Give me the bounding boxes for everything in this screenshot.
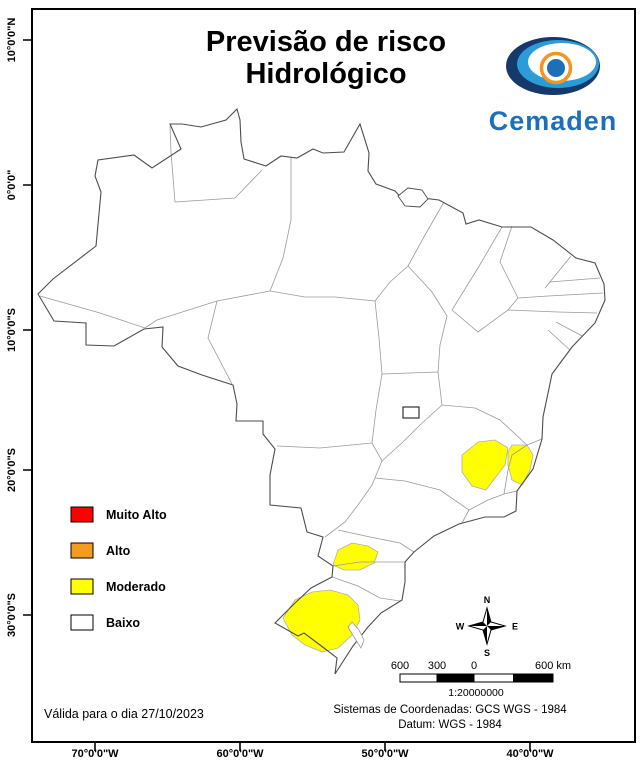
validity-date: Válida para o dia 27/10/2023 (44, 707, 204, 721)
legend-item-baixo: Baixo (70, 614, 167, 631)
moderate-risk-regions (282, 439, 534, 653)
scale-ratio: 1:20000000 (448, 687, 504, 699)
legend-item-muito-alto: Muito Alto (70, 506, 167, 523)
state-borders (39, 125, 604, 602)
risk-legend: Muito Alto Alto Moderado Baixo (70, 506, 167, 650)
page-title-line1: Previsão de risco (205, 26, 447, 58)
coordinate-system-line: Sistemas de Coordenadas: GCS WGS - 1984 (333, 704, 567, 716)
compass-south-label: S (484, 648, 490, 658)
page-title-line2: Hidrológico (245, 58, 407, 91)
distrito-federal-box (402, 406, 420, 419)
cemaden-eye-icon (506, 37, 600, 95)
compass-east-label: E (512, 622, 518, 632)
legend-item-alto: Alto (70, 542, 167, 559)
moderate-region-espirito-santo (507, 444, 534, 486)
legend-swatch-baixo-icon (70, 614, 94, 631)
brazil-landmass (38, 109, 605, 674)
scale-label-600-left: 600 (390, 660, 410, 672)
cemaden-wordmark: Cemaden (488, 106, 618, 136)
legend-label-baixo: Baixo (106, 615, 141, 630)
marajo-island (397, 187, 429, 208)
page-title: Previsão de risco Hidrológico (116, 26, 536, 91)
scale-label-600-km: 600 km (534, 660, 572, 672)
moderate-region-rio-grande-do-sul (282, 589, 361, 653)
compass-rose-icon: N S W E (456, 595, 518, 658)
patos-lagoon (347, 621, 365, 649)
map-frame (31, 8, 636, 743)
axis-ticks (23, 39, 531, 751)
scale-label-300: 300 (427, 660, 447, 672)
cemaden-logo: Cemaden (477, 30, 629, 137)
legend-swatch-alto-icon (70, 542, 94, 559)
legend-swatch-moderado-icon (70, 578, 94, 595)
moderate-region-east-minas (461, 439, 509, 491)
legend-label-alto: Alto (106, 543, 131, 558)
coordinate-system-note: Sistemas de Coordenadas: GCS WGS - 1984 … (330, 703, 570, 733)
datum-line: Datum: WGS - 1984 (398, 718, 502, 731)
scale-bar: 600 300 0 600 km 1:20000000 (380, 660, 590, 706)
scale-label-0: 0 (470, 660, 478, 672)
legend-swatch-muito-alto-icon (70, 506, 94, 523)
legend-label-moderado: Moderado (106, 579, 166, 594)
scale-bar-segments (399, 673, 554, 683)
legend-label-muito-alto: Muito Alto (106, 507, 167, 522)
legend-item-moderado: Moderado (70, 578, 167, 595)
moderate-region-parana-santa-catarina (332, 542, 379, 571)
compass-north-label: N (484, 595, 491, 605)
compass-west-label: W (456, 622, 465, 632)
